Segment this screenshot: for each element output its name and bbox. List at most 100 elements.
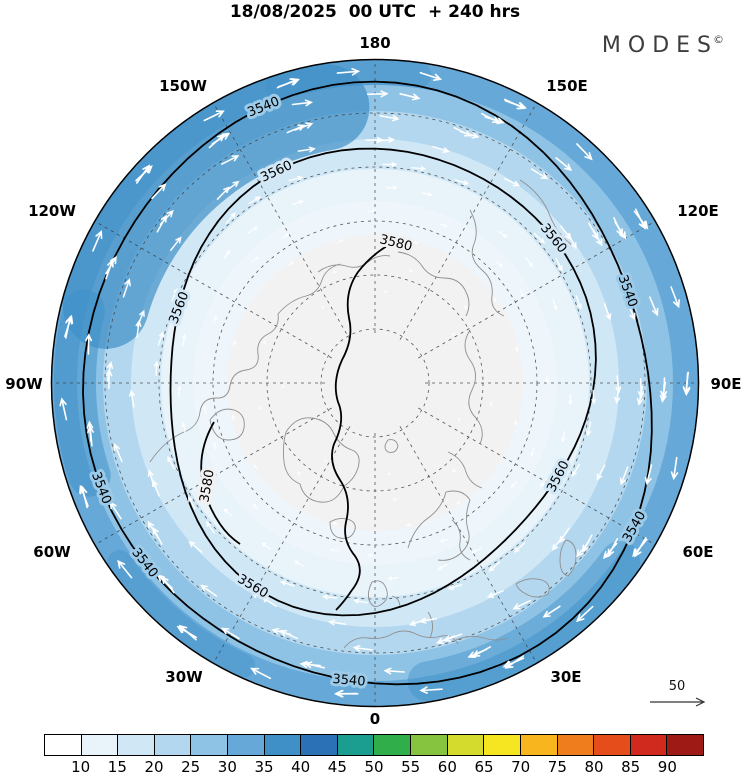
lon-label-150W: 150W [159, 77, 207, 95]
wind-arrow [533, 232, 546, 244]
wind-arrow [376, 136, 396, 143]
wind-arrow [520, 289, 525, 299]
shade-band [227, 235, 523, 531]
wind-arrow [151, 183, 167, 200]
wind-arrow [147, 469, 155, 487]
contour-3560 [169, 147, 597, 617]
wind-arrow [181, 421, 186, 434]
wind-arrow [224, 180, 240, 193]
colorbar-segment [594, 735, 631, 755]
wind-arrow [329, 548, 339, 552]
wind-arrow [156, 573, 173, 589]
wind-arrow [649, 296, 659, 317]
wind-arrow [555, 157, 573, 172]
wind-arrow [411, 166, 427, 172]
wind-arrow [86, 420, 94, 443]
lon-label-180: 180 [359, 34, 390, 52]
coastline [317, 255, 391, 273]
coastline [209, 408, 245, 441]
graticule-line [214, 104, 351, 340]
wind-arrow [59, 397, 68, 421]
wind-arrow [455, 500, 462, 505]
wind-arrow [223, 508, 233, 517]
coastline [149, 263, 341, 463]
shade-patch [62, 64, 370, 349]
wind-arrow [540, 477, 548, 488]
colorbar-segment [411, 735, 448, 755]
graticule-line [320, 328, 430, 438]
graticule-layer [54, 62, 696, 704]
graticule-line [158, 166, 592, 600]
brand-copyright-mark: © [713, 33, 724, 46]
polar-map: 3540354035403540354035403560356035603560… [5, 34, 741, 728]
wind-arrow [542, 605, 561, 618]
wind-arrow [568, 393, 573, 406]
wind-arrow [503, 177, 521, 187]
wind-arrow [447, 584, 463, 590]
coastline [447, 451, 483, 489]
wind-arrow [502, 657, 525, 668]
wind-arrow [262, 339, 266, 345]
contour-label: 3540 [332, 672, 366, 690]
wind-arrow [670, 286, 680, 309]
wind-arrow [323, 458, 328, 463]
colorbar-segment [301, 735, 338, 755]
wind-arrow [64, 314, 74, 338]
wind-arrow [211, 132, 231, 145]
wind-arrow [435, 635, 455, 644]
colorbar-segment [557, 735, 595, 755]
colorbar-tick-label: 10 [71, 758, 91, 776]
wind-arrow [291, 99, 314, 107]
shading-layer [52, 60, 698, 706]
wind-arrow [551, 536, 564, 551]
wind-arrow [463, 305, 468, 310]
wind-arrow [626, 301, 636, 321]
wind-arrow [322, 594, 338, 600]
wind-arrow [567, 232, 577, 250]
wind-arrow [352, 644, 373, 652]
wind-arrow [379, 114, 400, 122]
wind-arrow [367, 90, 389, 98]
colorbar-tick-label: 60 [437, 758, 457, 776]
colorbar-tick-label: 30 [217, 758, 237, 776]
wind-arrow [619, 466, 629, 486]
wind-arrow [261, 542, 272, 550]
graticule-line [96, 407, 332, 544]
colorbar-tick-label: 80 [584, 758, 604, 776]
wind-arrow [385, 185, 399, 190]
wind-arrow [167, 455, 175, 470]
colorbar-tick-label: 45 [327, 758, 347, 776]
wind-arrow [602, 542, 618, 560]
wind-arrow [659, 381, 667, 403]
wind-arrow [154, 360, 160, 376]
colorbar-tick-label: 35 [254, 758, 274, 776]
wind-arrow [405, 523, 413, 527]
wind-arrow [387, 576, 400, 581]
reference-vector-label: 50 [669, 679, 686, 694]
wind-arrow [203, 404, 207, 414]
colorbar-segment [447, 735, 485, 755]
coastline [384, 439, 399, 453]
wind-arrow [135, 165, 153, 182]
wind-arrow [251, 592, 268, 602]
coastline [329, 517, 356, 539]
wind-arrow [392, 497, 398, 501]
page-title: 18/08/2025 00 UTC + 240 hrs [229, 2, 521, 22]
wind-arrow [92, 229, 103, 252]
wind-arrow [297, 146, 316, 153]
lon-label-90W: 90W [5, 375, 43, 393]
wind-arrow [644, 464, 653, 486]
wind-arrow [636, 385, 644, 406]
colorbar-segment [191, 735, 229, 755]
colorbar-segment [667, 735, 703, 755]
wind-arrow [459, 130, 480, 139]
colorbar-tick-label: 40 [291, 758, 311, 776]
wind-arrow [525, 257, 534, 268]
wind-arrow [332, 270, 338, 274]
graticule-line [214, 426, 351, 662]
wind-arrow [297, 471, 301, 476]
lon-label-90E: 90E [710, 375, 741, 393]
graticule-line [96, 222, 332, 359]
wind-arrow [159, 209, 174, 226]
lon-label-30E: 30E [550, 668, 581, 686]
